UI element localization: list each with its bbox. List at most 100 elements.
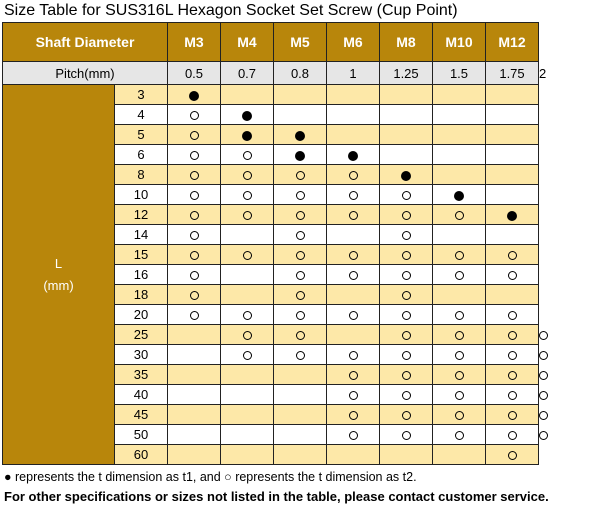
open-circle-icon <box>539 431 548 441</box>
length-row: 14 <box>3 224 539 245</box>
open-circle-icon <box>242 251 252 261</box>
open-circle-icon <box>242 191 252 201</box>
length-value: 35 <box>114 364 168 385</box>
open-circle-icon <box>401 251 411 261</box>
availability-cell <box>220 384 274 405</box>
availability-cell <box>485 444 539 465</box>
availability-cell <box>432 204 486 225</box>
availability-cell <box>326 224 380 245</box>
open-circle-icon <box>295 171 305 181</box>
availability-cell <box>485 164 539 185</box>
length-row: 12 <box>3 204 539 225</box>
availability-cell <box>379 304 433 325</box>
availability-cell <box>167 244 221 265</box>
open-circle-icon <box>507 431 517 441</box>
availability-cell <box>220 284 274 305</box>
availability-cell <box>432 364 486 385</box>
open-circle-icon <box>401 271 411 281</box>
availability-cell <box>379 124 433 145</box>
contact-note: For other specifications or sizes not li… <box>4 489 549 504</box>
open-circle-icon <box>295 311 305 321</box>
open-circle-icon <box>295 231 305 241</box>
availability-cell <box>379 384 433 405</box>
filled-circle-icon <box>401 170 411 181</box>
availability-cell <box>485 364 539 385</box>
open-circle-icon <box>401 331 411 341</box>
availability-cell <box>326 124 380 145</box>
diameter-header-m4: M4 <box>220 22 274 62</box>
open-circle-icon <box>189 131 199 141</box>
length-row: 60 <box>3 444 539 465</box>
availability-cell <box>273 204 327 225</box>
length-value: 12 <box>114 204 168 225</box>
availability-cell <box>273 244 327 265</box>
pitch-value: 1 <box>326 61 380 85</box>
availability-cell <box>326 344 380 365</box>
length-row: 10 <box>3 184 539 205</box>
open-circle-icon <box>401 231 411 241</box>
open-circle-icon <box>507 451 517 461</box>
availability-cell <box>167 144 221 165</box>
open-circle-icon <box>348 191 358 201</box>
availability-cell <box>485 124 539 145</box>
open-circle-icon <box>401 431 411 441</box>
length-value: 60 <box>114 444 168 465</box>
availability-cell <box>220 424 274 445</box>
open-circle-icon <box>348 371 358 381</box>
availability-cell <box>326 384 380 405</box>
availability-cell <box>167 164 221 185</box>
pitch-value: 0.7 <box>220 61 274 85</box>
open-circle-icon <box>189 111 199 121</box>
availability-cell <box>220 444 274 465</box>
open-circle-icon <box>454 431 464 441</box>
open-circle-icon <box>454 311 464 321</box>
page-title: Size Table for SUS316L Hexagon Socket Se… <box>4 2 458 19</box>
open-circle-icon <box>189 151 199 161</box>
length-value: 14 <box>114 224 168 245</box>
open-circle-icon <box>189 311 199 321</box>
diameter-header-m12: M12 <box>485 22 539 62</box>
open-circle-icon <box>348 431 358 441</box>
length-row: L (mm) 3 <box>2 84 539 465</box>
availability-cell <box>220 224 274 245</box>
filled-circle-icon <box>507 210 517 221</box>
availability-cell <box>432 184 486 205</box>
open-circle-icon <box>507 311 517 321</box>
availability-cell <box>167 444 221 465</box>
diameter-header-m10: M10 <box>432 22 486 62</box>
open-circle-icon <box>454 211 464 221</box>
open-circle-icon <box>539 391 548 401</box>
availability-cell <box>220 164 274 185</box>
availability-cell <box>379 264 433 285</box>
availability-cell <box>326 244 380 265</box>
availability-cell <box>485 264 539 285</box>
open-circle-icon <box>348 211 358 221</box>
availability-cell <box>379 84 433 105</box>
open-circle-icon <box>507 391 517 401</box>
open-circle-icon <box>189 191 199 201</box>
availability-cell <box>273 224 327 245</box>
diameter-header-m3: M3 <box>167 22 221 62</box>
availability-cell <box>432 164 486 185</box>
open-circle-icon <box>348 271 358 281</box>
availability-cell <box>220 124 274 145</box>
availability-cell <box>432 424 486 445</box>
open-circle-icon <box>242 211 252 221</box>
availability-cell <box>273 84 327 105</box>
availability-cell <box>326 444 380 465</box>
availability-cell <box>432 284 486 305</box>
availability-cell <box>167 124 221 145</box>
open-circle-icon <box>507 251 517 261</box>
availability-cell <box>167 364 221 385</box>
size-table: Shaft Diameter M3 M4 M5 M6 M8 M10 M12 M16 Pitch… <box>2 22 566 465</box>
availability-cell <box>379 204 433 225</box>
open-circle-icon <box>401 391 411 401</box>
length-value: 40 <box>114 384 168 405</box>
availability-cell <box>167 264 221 285</box>
length-row: 5 <box>3 124 539 145</box>
filled-circle-icon <box>189 90 199 101</box>
open-circle-icon <box>401 311 411 321</box>
shaft-diameter-header: Shaft Diameter <box>2 22 168 62</box>
pitch-row: Pitch(mm) 0.5 0.7 0.8 1 1.25 1.5 1.75 2 <box>2 61 546 85</box>
availability-cell <box>167 204 221 225</box>
